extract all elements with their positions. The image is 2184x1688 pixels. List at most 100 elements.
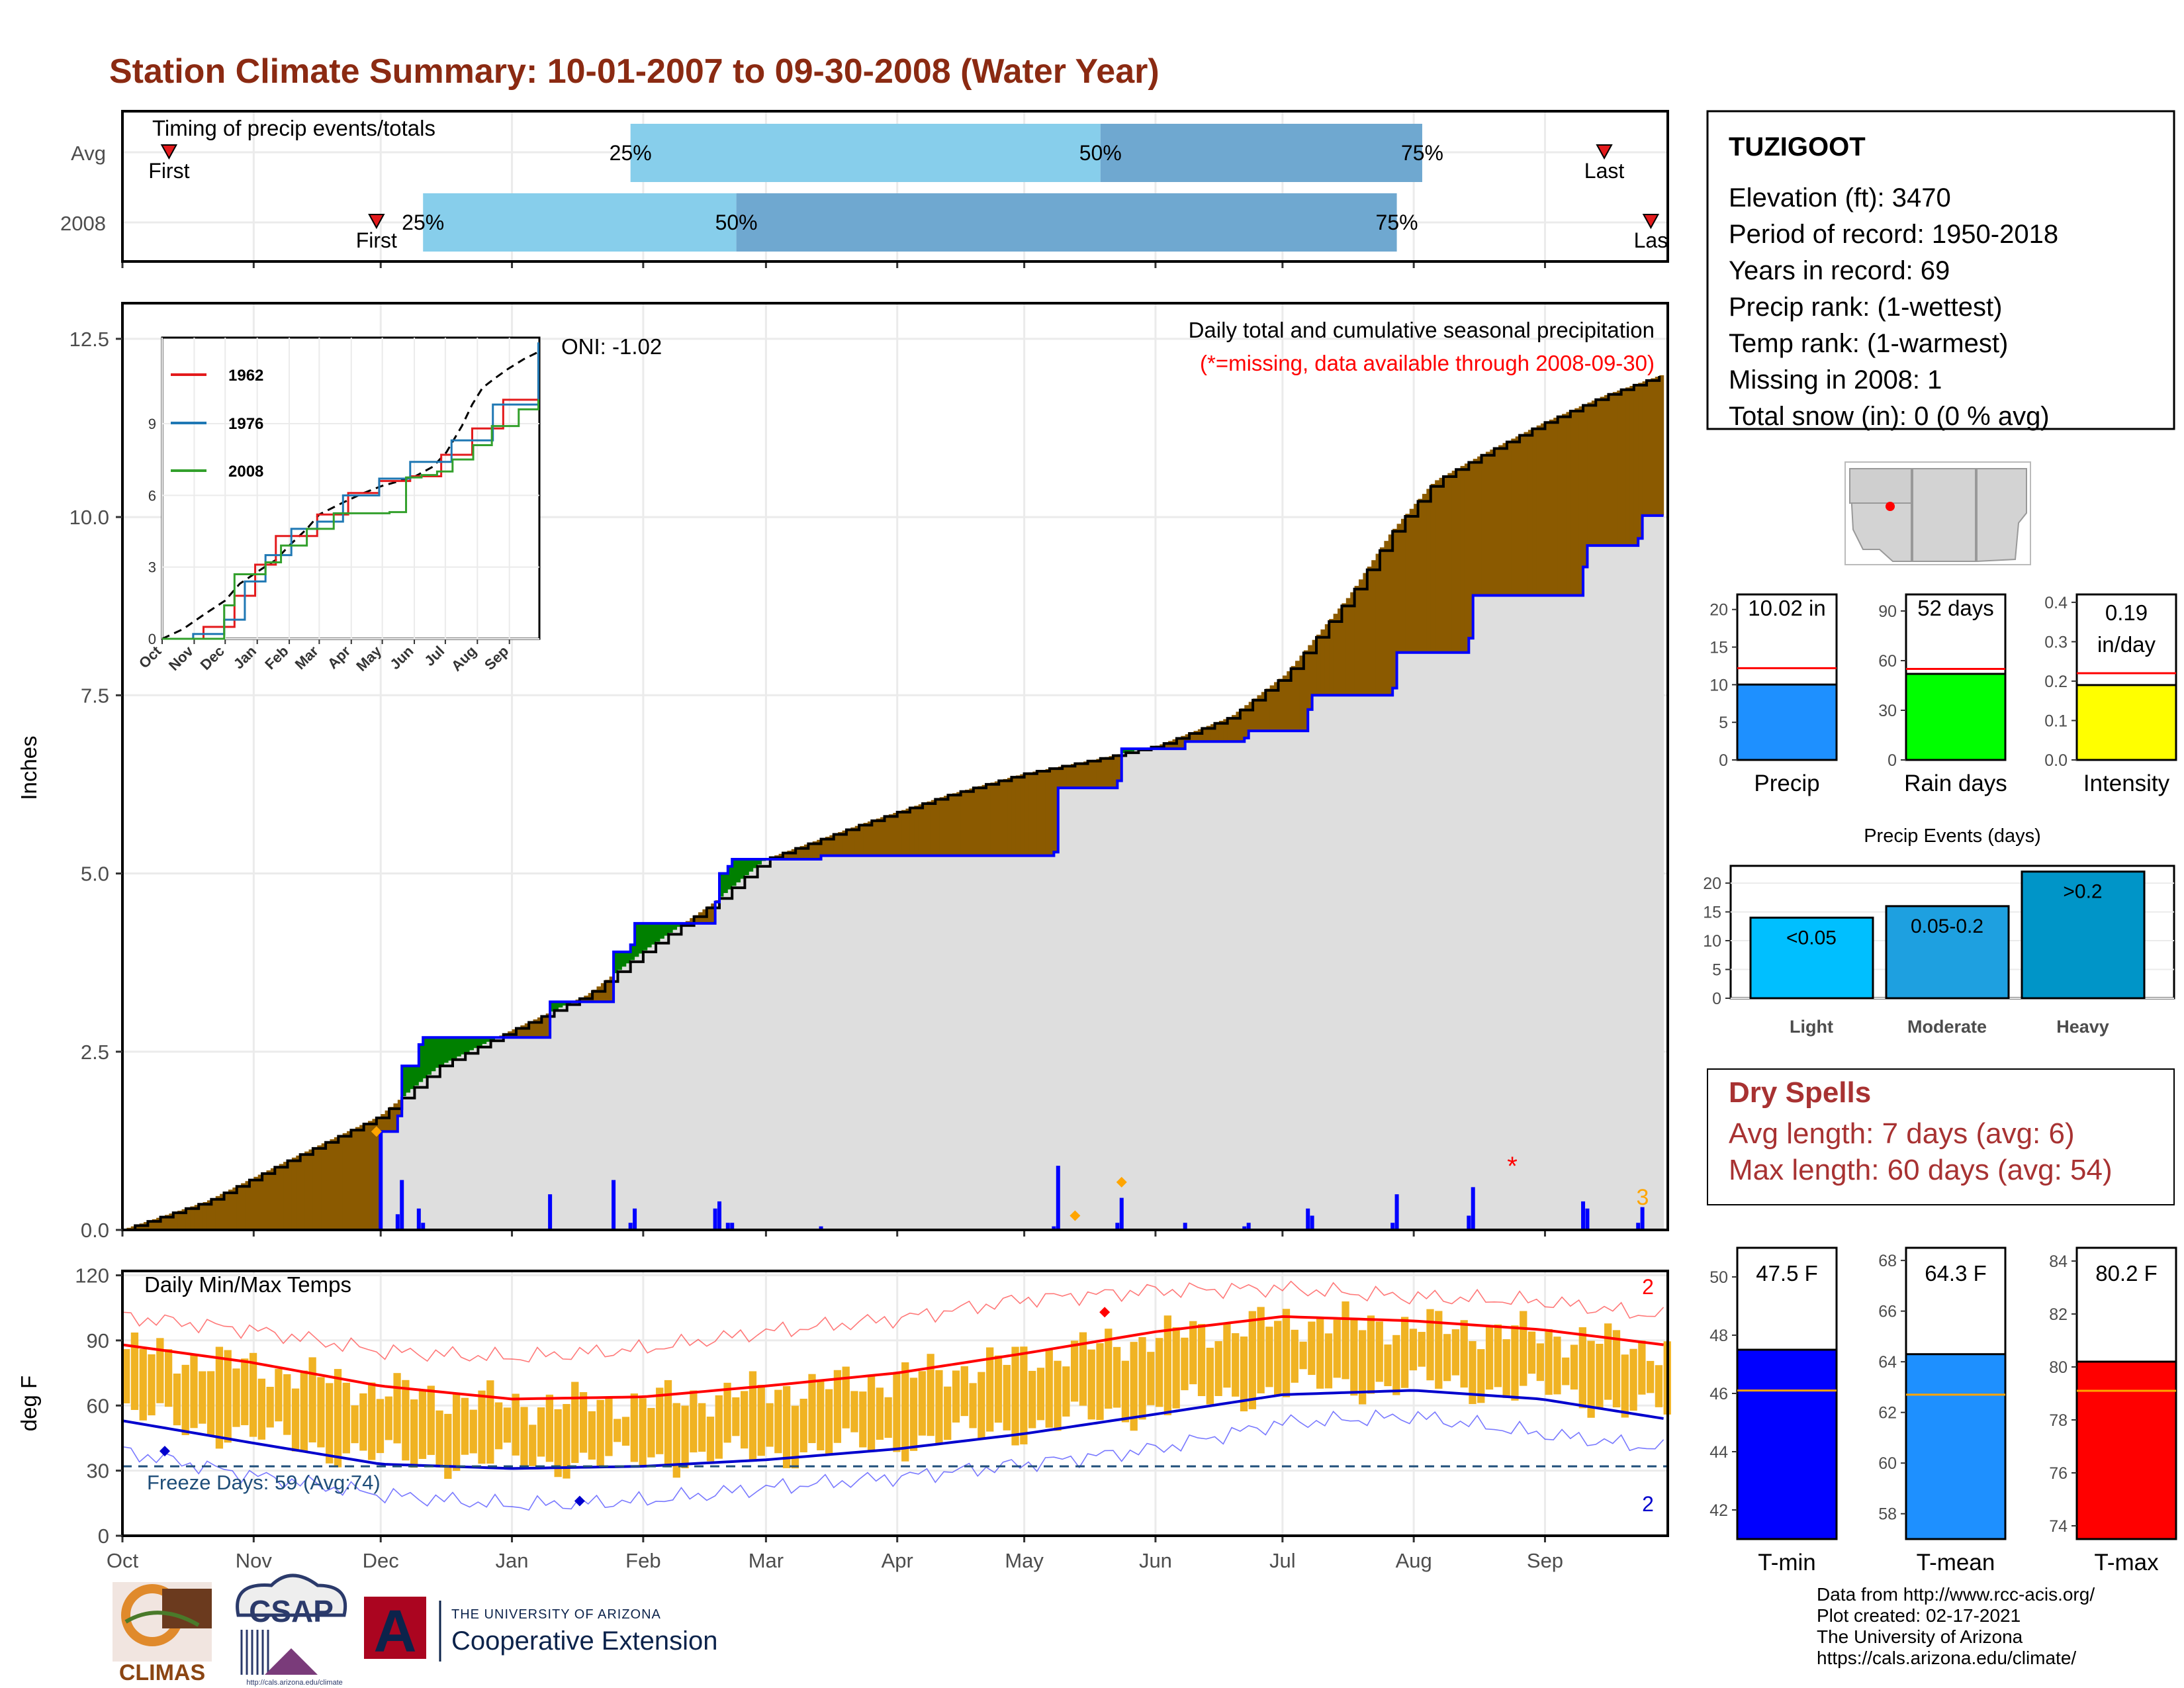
precip-difference-strip <box>1024 773 1029 856</box>
precip-baseline-fill <box>702 923 707 1230</box>
daily-temp-bar <box>1121 1360 1130 1423</box>
station-info-box: TUZIGOOT Elevation (ft): 3470 Period of … <box>1706 110 2175 431</box>
precip-baseline-fill <box>935 855 940 1230</box>
precip-difference-strip <box>1578 406 1584 596</box>
precip-baseline-fill <box>1130 751 1135 1230</box>
precip-difference-strip <box>850 827 856 856</box>
precip-difference-strip <box>406 1066 411 1093</box>
precip-baseline-fill <box>516 1037 521 1230</box>
bar-count-label: 3 <box>1637 1185 1649 1210</box>
daily-temp-bar <box>859 1391 867 1448</box>
dry-spells-box: Dry Spells Avg length: 7 days (avg: 6) M… <box>1707 1068 2175 1205</box>
record-max-line <box>122 1280 1664 1363</box>
daily-temp-bar <box>512 1393 520 1456</box>
timing-bar-50-75 <box>736 193 1397 252</box>
events-category-label: Light <box>1790 1017 1833 1037</box>
temp-stat-tick-label: 44 <box>1709 1443 1728 1462</box>
temp-stat-t-min: 42 44 46 48 50 47.5 F T-min <box>1709 1246 1838 1575</box>
precip-difference-strip <box>215 1196 220 1230</box>
daily-temp-bar <box>825 1389 833 1456</box>
precip-difference-strip <box>173 1212 178 1230</box>
precip-difference-strip <box>897 811 902 856</box>
precip-baseline-fill <box>1172 749 1177 1230</box>
daily-temp-bar <box>1020 1346 1028 1444</box>
precip-difference-strip <box>872 820 877 856</box>
climas-logo-text: CLIMAS <box>119 1660 205 1685</box>
daily-temp-bar <box>342 1382 350 1454</box>
precip-baseline-fill <box>1253 731 1258 1230</box>
precip-difference-strip <box>1562 414 1567 596</box>
precip-difference-strip <box>266 1170 271 1230</box>
precip-baseline-fill <box>651 944 657 1230</box>
events-tick-label: 5 <box>1712 961 1721 980</box>
inset-series-2008 <box>162 399 539 640</box>
precip-baseline-fill <box>846 855 851 1230</box>
precip-difference-strip <box>236 1185 242 1230</box>
precip-difference-strip <box>563 1002 568 1006</box>
precip-difference-strip <box>1400 518 1406 653</box>
daily-precip-bar <box>1467 1215 1471 1230</box>
daily-temp-bar <box>927 1354 934 1436</box>
csap-logo-text: CSAP <box>249 1594 334 1628</box>
precip-baseline-fill <box>635 957 640 1230</box>
precip-baseline-fill <box>778 859 784 1230</box>
precip-difference-strip <box>1392 528 1398 688</box>
precip-difference-strip <box>973 787 978 856</box>
precip-baseline-fill <box>1456 652 1461 1230</box>
precip-baseline-fill <box>1557 595 1563 1230</box>
precip-difference-strip <box>803 844 809 859</box>
daily-precip-bar <box>725 1223 730 1230</box>
precip-baseline-fill <box>829 855 835 1230</box>
precip-baseline-fill <box>1138 749 1144 1230</box>
precip-baseline-fill <box>592 1002 598 1230</box>
daily-temp-bar <box>1265 1327 1273 1387</box>
daily-temp-bar <box>698 1403 706 1452</box>
precip-difference-strip <box>1282 675 1287 731</box>
precip-difference-strip <box>1583 404 1588 567</box>
precip-baseline-fill <box>1524 595 1529 1230</box>
precip-difference-strip <box>228 1190 233 1230</box>
precip-baseline-fill <box>1451 652 1457 1230</box>
daily-temp-bar <box>139 1348 147 1421</box>
precip-baseline-fill <box>960 855 966 1230</box>
precip-baseline-fill <box>1642 515 1647 1230</box>
stat-value-line1: 0.19 <box>2105 600 2148 625</box>
precip-difference-strip <box>1248 702 1253 731</box>
daily-temp-bar <box>690 1390 698 1453</box>
precip-difference-strip <box>711 903 716 923</box>
precip-baseline-fill <box>393 1131 398 1230</box>
precip-difference-strip <box>643 923 648 951</box>
precip-baseline-fill <box>1316 695 1322 1230</box>
precip-difference-strip <box>1308 645 1313 710</box>
daily-precip-bar <box>730 1223 735 1230</box>
first-event-marker <box>368 214 385 230</box>
precip-difference-strip <box>1045 769 1050 856</box>
precip-difference-strip <box>304 1151 310 1230</box>
daily-temp-bar <box>1003 1364 1011 1430</box>
precip-baseline-fill <box>1464 652 1469 1230</box>
precip-difference-strip <box>1253 698 1258 731</box>
precip-baseline-fill <box>529 1037 534 1230</box>
temp-record-marker <box>1099 1307 1111 1318</box>
precip-baseline-fill <box>1494 595 1499 1230</box>
precip-baseline-fill <box>770 859 775 1230</box>
precip-baseline-fill <box>1202 741 1207 1230</box>
daily-temp-bar <box>706 1417 715 1462</box>
precip-difference-strip <box>389 1107 394 1132</box>
precip-baseline-fill <box>1426 652 1432 1230</box>
precip-difference-strip <box>799 846 805 859</box>
month-label-nov: Nov <box>236 1549 273 1572</box>
precip-difference-strip <box>846 829 851 856</box>
daily-temp-bar <box>1324 1333 1333 1389</box>
precip-baseline-fill <box>1562 595 1567 1230</box>
precip-difference-strip <box>1126 749 1131 753</box>
daily-temp-bar <box>1282 1309 1291 1397</box>
stat-tick-label: 5 <box>1719 714 1728 732</box>
precip-difference-strip <box>1350 592 1355 696</box>
daily-temp-bar <box>1485 1327 1494 1390</box>
precip-difference-strip <box>558 1002 563 1008</box>
daily-temp-bar <box>605 1396 613 1456</box>
precip-baseline-fill <box>1647 515 1652 1230</box>
precip-difference-strip <box>393 1103 398 1132</box>
precip-difference-strip <box>1345 598 1351 696</box>
